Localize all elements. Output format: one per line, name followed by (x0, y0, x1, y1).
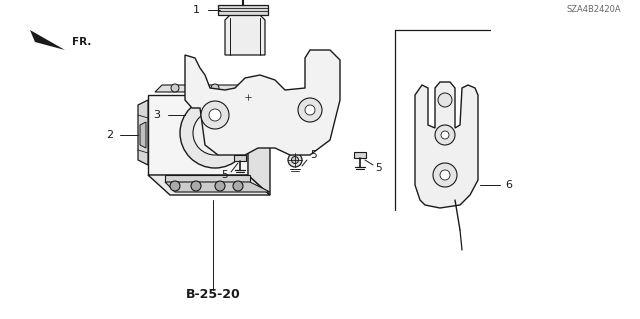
Polygon shape (140, 122, 146, 148)
Circle shape (236, 102, 248, 114)
Circle shape (305, 105, 315, 115)
Text: 5: 5 (221, 170, 228, 180)
Text: 3: 3 (153, 110, 160, 120)
Polygon shape (155, 85, 255, 92)
Circle shape (233, 181, 243, 191)
Circle shape (211, 84, 219, 92)
Circle shape (288, 153, 302, 167)
Text: B-25-20: B-25-20 (186, 288, 241, 301)
Polygon shape (415, 82, 478, 208)
Text: SZA4B2420A: SZA4B2420A (566, 5, 621, 14)
Polygon shape (148, 95, 248, 175)
Polygon shape (218, 5, 268, 15)
Polygon shape (30, 30, 65, 50)
Circle shape (441, 131, 449, 139)
Circle shape (207, 125, 223, 141)
Circle shape (180, 98, 250, 168)
Polygon shape (165, 182, 270, 192)
Circle shape (201, 101, 229, 129)
Text: FR.: FR. (72, 37, 92, 47)
Polygon shape (165, 175, 250, 182)
Circle shape (435, 125, 455, 145)
Text: 1: 1 (193, 5, 200, 15)
Polygon shape (354, 152, 366, 158)
Circle shape (209, 109, 221, 121)
Circle shape (191, 181, 201, 191)
Circle shape (243, 92, 253, 102)
Text: 2: 2 (106, 130, 113, 140)
Circle shape (438, 93, 452, 107)
Circle shape (170, 181, 180, 191)
Circle shape (298, 98, 322, 122)
Polygon shape (248, 95, 270, 195)
Text: 5: 5 (375, 163, 381, 173)
Text: 5: 5 (310, 150, 317, 160)
Circle shape (193, 111, 237, 155)
Circle shape (440, 170, 450, 180)
Circle shape (215, 181, 225, 191)
Polygon shape (185, 50, 340, 155)
Circle shape (433, 163, 457, 187)
Polygon shape (138, 100, 148, 165)
Circle shape (291, 157, 298, 164)
Polygon shape (148, 175, 270, 195)
Text: 6: 6 (505, 180, 512, 190)
Circle shape (171, 84, 179, 92)
Polygon shape (234, 155, 246, 161)
Polygon shape (225, 15, 265, 55)
